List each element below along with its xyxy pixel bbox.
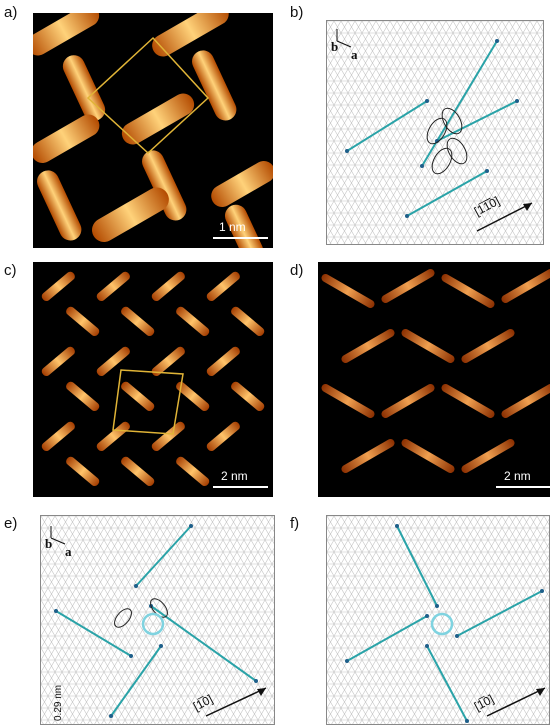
scalebar-text-c: 2 nm: [221, 469, 248, 483]
stm-image-a: 1 nm: [33, 13, 273, 248]
stm-image-c: 2 nm: [33, 262, 273, 497]
label-d: d): [290, 262, 304, 279]
scalebar-text-a: 1 nm: [219, 220, 246, 234]
label-c: c): [4, 262, 17, 279]
lattice-diagram-f: [1̅0]: [326, 515, 550, 725]
rotation-arrow-e: [141, 612, 165, 636]
svg-text:b: b: [331, 39, 338, 54]
svg-text:b: b: [45, 536, 52, 551]
molecule-rods-c: [41, 271, 265, 487]
label-b: b): [290, 4, 304, 21]
spacing-label-e: 0.29 nm: [53, 685, 64, 721]
molecule-nodes-b: [345, 39, 519, 218]
label-e: e): [4, 515, 18, 532]
lattice-diagram-b: b a [1̅1̅̅0]: [326, 20, 544, 245]
lattice-diagram-e: b a 0.29 nm [1̅0]: [40, 515, 275, 725]
interaction-ellipses-e: [114, 598, 168, 628]
unit-cell-a: [86, 36, 210, 155]
molecules-b: [346, 40, 518, 217]
svg-text:a: a: [65, 544, 72, 559]
molecule-network-d: [321, 269, 550, 473]
svg-text:a: a: [351, 47, 358, 62]
molecule-rods-a: [33, 13, 273, 248]
interaction-ellipses-b: [426, 107, 468, 175]
label-a: a): [4, 4, 18, 21]
molecules-f: [346, 525, 543, 722]
molecule-nodes-f: [345, 524, 544, 723]
vector-icon-e: b a: [45, 526, 72, 559]
molecule-nodes-e: [54, 524, 258, 718]
label-f: f): [290, 515, 300, 532]
unit-cell-c: [112, 369, 184, 435]
rotation-arrow-f: [430, 612, 454, 636]
stm-image-d: 2 nm: [318, 262, 550, 497]
vector-icon-b: b a: [331, 29, 358, 62]
scalebar-text-d: 2 nm: [504, 469, 531, 483]
molecules-e: [55, 525, 257, 717]
